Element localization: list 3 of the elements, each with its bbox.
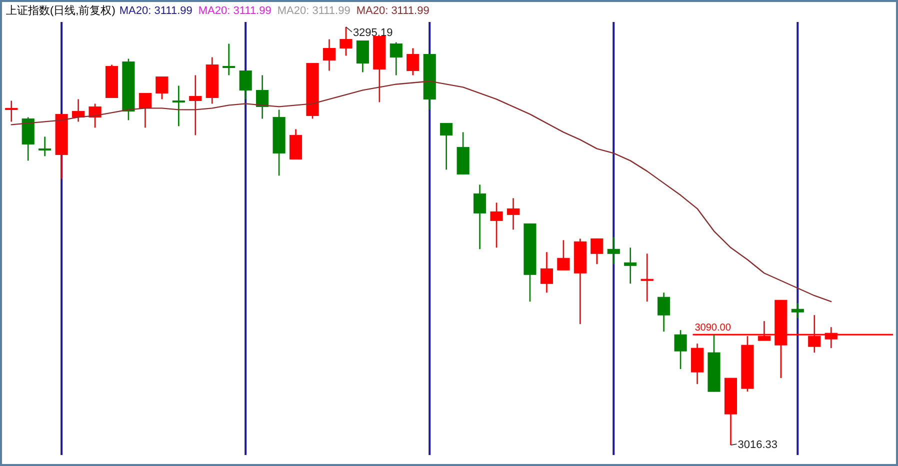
annotation: 3016.33 bbox=[738, 439, 778, 452]
ref-line-label: 3090.00 bbox=[694, 322, 732, 334]
header: 上证指数(日线,前复权) MA20: 3111.99 MA20: 3111.99 MA20: 3111.99 MA20: 3111.99 bbox=[6, 5, 430, 17]
